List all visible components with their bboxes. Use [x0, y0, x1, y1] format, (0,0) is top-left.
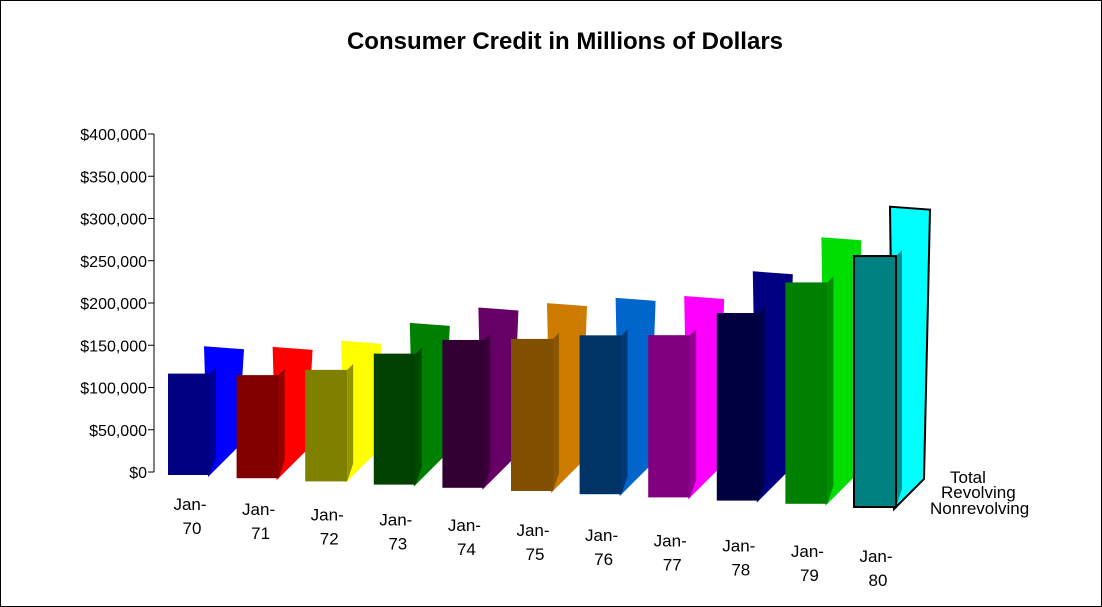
y-tick-label: $200,000 [80, 296, 147, 313]
bar-nonrevolving [168, 373, 210, 475]
x-tick-label: Jan- [173, 495, 206, 514]
bar-side [827, 276, 834, 504]
y-tick-label: $100,000 [80, 381, 147, 398]
x-tick-label: 71 [251, 524, 270, 543]
x-tick-label: Jan- [516, 521, 549, 540]
x-tick-label: 72 [320, 529, 339, 548]
series-label: Nonrevolving [930, 499, 1029, 518]
bar-side [415, 347, 422, 485]
bar-side [484, 333, 491, 488]
bar-side [690, 329, 697, 498]
bar-side [896, 250, 902, 507]
y-tick-label: $300,000 [80, 212, 147, 229]
x-tick-label: Jan- [242, 500, 275, 519]
y-tick-label: $250,000 [80, 254, 147, 271]
bar-nonrevolving [511, 338, 553, 491]
y-tick-label: $350,000 [80, 169, 147, 186]
x-tick-label: Jan- [585, 526, 618, 545]
bar-nonrevolving [236, 375, 279, 479]
x-tick-label: 78 [731, 561, 750, 580]
chart-title: Consumer Credit in Millions of Dollars [346, 28, 784, 55]
x-tick-label: 79 [800, 566, 819, 585]
bar-nonrevolving [648, 335, 691, 498]
y-tick-label: $150,000 [80, 338, 147, 355]
bar-side [210, 367, 216, 475]
bar-nonrevolving [785, 282, 828, 504]
x-tick-label: Jan- [311, 505, 344, 524]
x-tick-label: 77 [663, 555, 682, 574]
x-tick-label: 73 [388, 535, 407, 554]
x-tick-label: 76 [594, 550, 613, 569]
y-tick-label: $0 [129, 465, 147, 482]
x-tick-label: 70 [183, 519, 202, 538]
bar-nonrevolving [305, 369, 348, 482]
x-tick-label: Jan- [859, 547, 892, 566]
series-label: Total [950, 468, 986, 487]
bar-nonrevolving [716, 313, 759, 501]
x-tick-label: Jan- [791, 542, 824, 561]
bar-nonrevolving [373, 353, 416, 485]
x-tick-label: 75 [526, 545, 545, 564]
x-tick-label: 74 [457, 540, 476, 559]
bar-side [758, 307, 765, 501]
x-tick-label: Jan- [722, 537, 755, 556]
bar-nonrevolving [579, 335, 622, 495]
bar-side [347, 363, 354, 482]
x-tick-label: 80 [869, 571, 888, 590]
y-tick-label: $50,000 [89, 423, 147, 440]
bar-side [621, 329, 628, 495]
x-tick-label: Jan- [448, 516, 481, 535]
bar-nonrevolving [853, 255, 897, 508]
bar-nonrevolving [442, 339, 485, 488]
y-tick-label: $400,000 [80, 127, 147, 144]
bar-side [278, 369, 285, 479]
x-tick-label: Jan- [379, 511, 412, 530]
x-tick-label: Jan- [654, 531, 687, 550]
series-label: Revolving [941, 483, 1016, 502]
bar-side [553, 332, 559, 491]
